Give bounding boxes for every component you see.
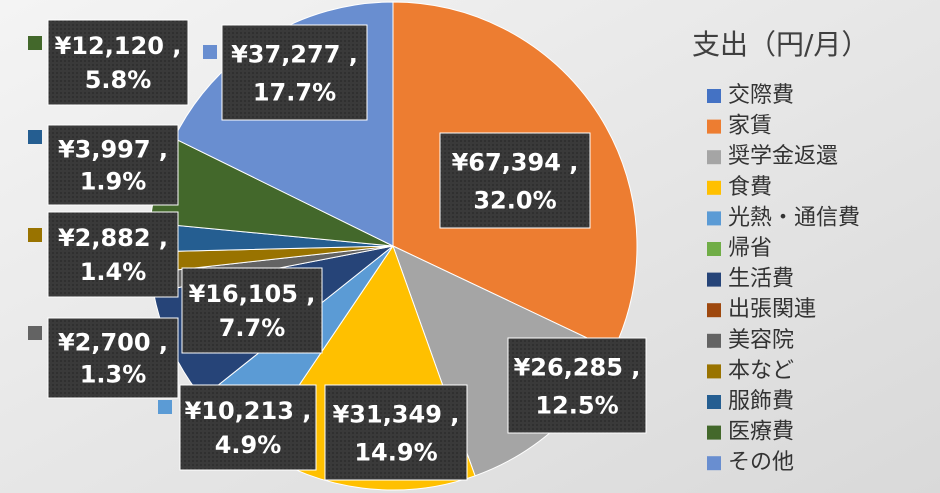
chart-title: 支出（円/月） — [692, 28, 869, 61]
label-key — [28, 130, 42, 144]
legend-key — [707, 303, 721, 318]
legend-key — [707, 272, 721, 287]
label-key — [158, 400, 172, 414]
legend-key — [707, 364, 721, 379]
value-label: ¥16,105 , — [189, 280, 316, 308]
legend-key — [707, 425, 721, 440]
label-box — [47, 124, 179, 206]
legend-key — [707, 333, 721, 348]
value-label: ¥31,349 , — [333, 400, 460, 428]
legend-label: 家賃 — [728, 114, 772, 139]
percent-label: 1.4% — [80, 258, 147, 286]
legend-key — [707, 89, 721, 103]
legend-label: 光熱・通信費 — [728, 205, 860, 230]
percent-label: 32.0% — [473, 186, 556, 214]
legend-key — [707, 119, 721, 134]
legend-label: 奨学金返還 — [728, 144, 838, 169]
value-label: ¥67,394 , — [452, 148, 579, 176]
legend-label: 美容院 — [728, 328, 794, 353]
value-label: ¥10,213 , — [185, 397, 312, 425]
percent-label: 1.3% — [80, 361, 147, 389]
label-box — [507, 337, 647, 434]
legend-key — [707, 456, 721, 471]
percent-label: 17.7% — [253, 78, 336, 106]
legend-label: 交際費 — [728, 83, 794, 108]
percent-label: 4.9% — [215, 431, 282, 459]
legend-key — [707, 180, 721, 195]
value-label: ¥12,120 , — [55, 32, 182, 60]
percent-label: 5.8% — [85, 66, 152, 94]
label-key — [28, 36, 42, 50]
legend-key — [707, 242, 721, 256]
percent-label: 14.9% — [354, 438, 437, 466]
legend-label: 服飾費 — [728, 389, 794, 414]
legend-key — [707, 211, 721, 226]
label-box — [179, 384, 317, 471]
label-box — [439, 132, 591, 229]
value-label: ¥3,997 , — [58, 136, 168, 164]
percent-label: 12.5% — [535, 391, 618, 419]
label-box — [181, 267, 323, 354]
percent-label: 7.7% — [219, 314, 286, 342]
legend-label: 本など — [728, 358, 794, 383]
label-box — [221, 24, 368, 121]
value-label: ¥37,277 , — [231, 40, 358, 68]
label-key — [28, 228, 42, 242]
label-box — [324, 384, 468, 481]
legend-label: 生活費 — [728, 267, 794, 292]
legend-key — [707, 395, 721, 409]
label-box — [47, 317, 179, 399]
legend-label: 帰省 — [728, 236, 772, 261]
value-label: ¥2,700 , — [58, 329, 168, 357]
label-box — [47, 211, 179, 298]
legend-label: 出張関連 — [728, 297, 816, 322]
label-key — [203, 45, 217, 59]
legend-label: 食費 — [728, 175, 772, 200]
value-label: ¥2,882 , — [58, 224, 168, 252]
label-key — [28, 326, 42, 340]
value-label: ¥26,285 , — [514, 353, 641, 381]
legend-key — [707, 150, 721, 165]
legend-label: 医療費 — [728, 420, 794, 445]
label-box — [47, 19, 189, 106]
percent-label: 1.9% — [80, 168, 147, 196]
legend-label: その他 — [728, 450, 794, 475]
